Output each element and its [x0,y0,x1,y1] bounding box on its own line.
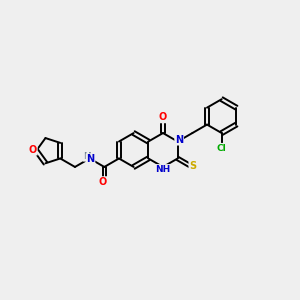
Text: O: O [98,177,107,187]
Text: N: N [175,135,183,145]
Text: O: O [159,112,167,122]
Text: NH: NH [155,165,171,174]
Text: O: O [28,145,37,155]
Text: S: S [189,161,197,171]
Text: N: N [86,154,94,164]
Text: H: H [83,152,91,161]
Text: Cl: Cl [217,144,226,153]
